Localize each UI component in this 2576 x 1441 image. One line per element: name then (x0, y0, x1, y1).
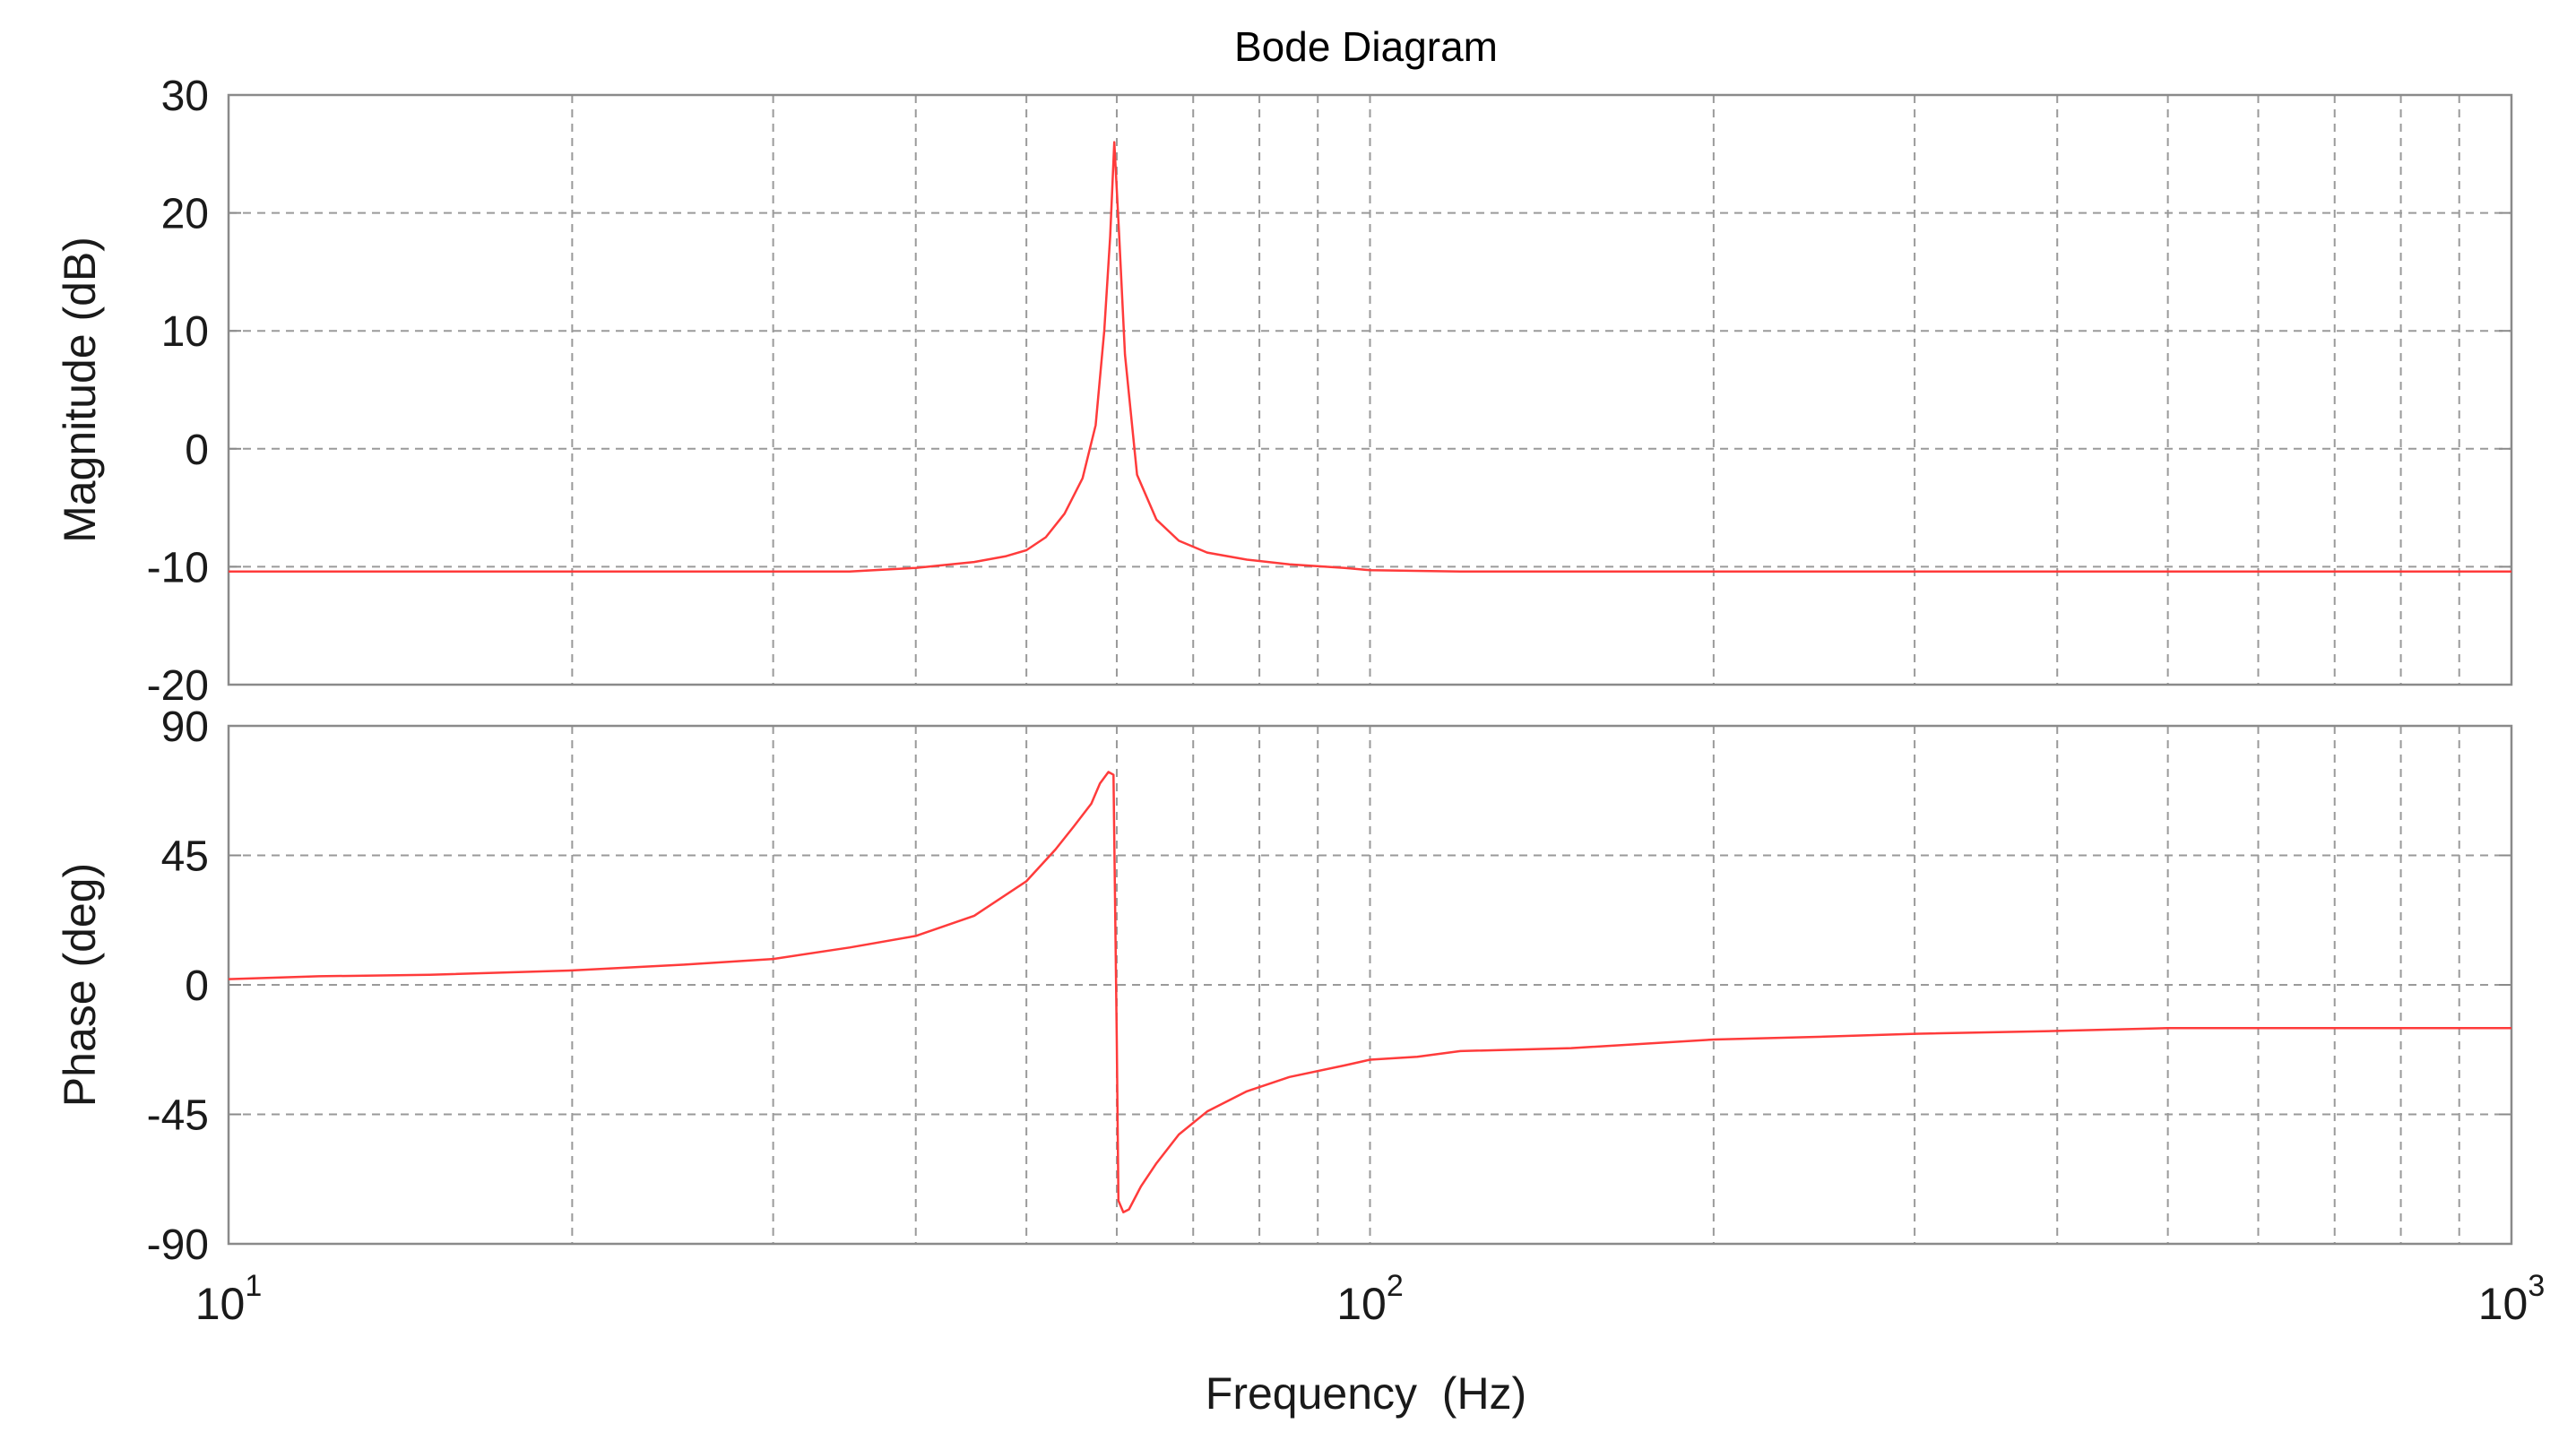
y-tick-label: -90 (147, 1221, 209, 1269)
panel-2-response-line (228, 771, 2511, 1213)
y-tick-label: 45 (161, 833, 209, 881)
x-tick-labels: 101 102 103 (195, 1269, 2546, 1329)
y-tick-label: 90 (161, 703, 209, 751)
y-tick-label: 0 (185, 427, 209, 474)
y-tick-label: 20 (161, 191, 209, 238)
x-tick-label: 102 (1336, 1269, 1404, 1329)
panel-1-y-axis-label: Magnitude (dB) (55, 237, 105, 543)
panel-1-response-line (229, 141, 2511, 573)
x-axis-label: Frequency (Hz) (1206, 1368, 1526, 1419)
y-tick-label: 0 (185, 962, 209, 1010)
y-tick-label: 10 (161, 308, 209, 356)
panel-2: 90 45 0 -45 -90 Phase (deg) (55, 703, 2513, 1269)
panel-1-frame (227, 93, 2513, 686)
x-tick-label: 103 (2478, 1269, 2546, 1329)
panel-1-y-tick-labels: 30 20 10 0 -10 -20 (147, 73, 209, 710)
chart-title: Bode Diagram (1234, 23, 1498, 70)
plot-panels: 30 20 10 0 -10 -20 Magnitude (dB) 90 45 0 -45 -90 Ph… (55, 73, 2513, 1269)
panel-1: 30 20 10 0 -10 -20 Magnitude (dB) (55, 73, 2513, 710)
x-tick-label: 101 (195, 1269, 263, 1329)
panel-2-frame (227, 724, 2513, 1246)
panel-2-vertical-gridlines (571, 726, 2460, 1244)
y-tick-label: 30 (161, 73, 209, 120)
panel-2-y-axis-label: Phase (deg) (55, 863, 105, 1107)
panel-1-vertical-gridlines (571, 95, 2460, 685)
y-tick-label: -45 (147, 1092, 209, 1140)
y-tick-label: -10 (147, 544, 209, 591)
panel-2-y-tick-labels: 90 45 0 -45 -90 (147, 703, 209, 1269)
y-tick-label: -20 (147, 662, 209, 710)
